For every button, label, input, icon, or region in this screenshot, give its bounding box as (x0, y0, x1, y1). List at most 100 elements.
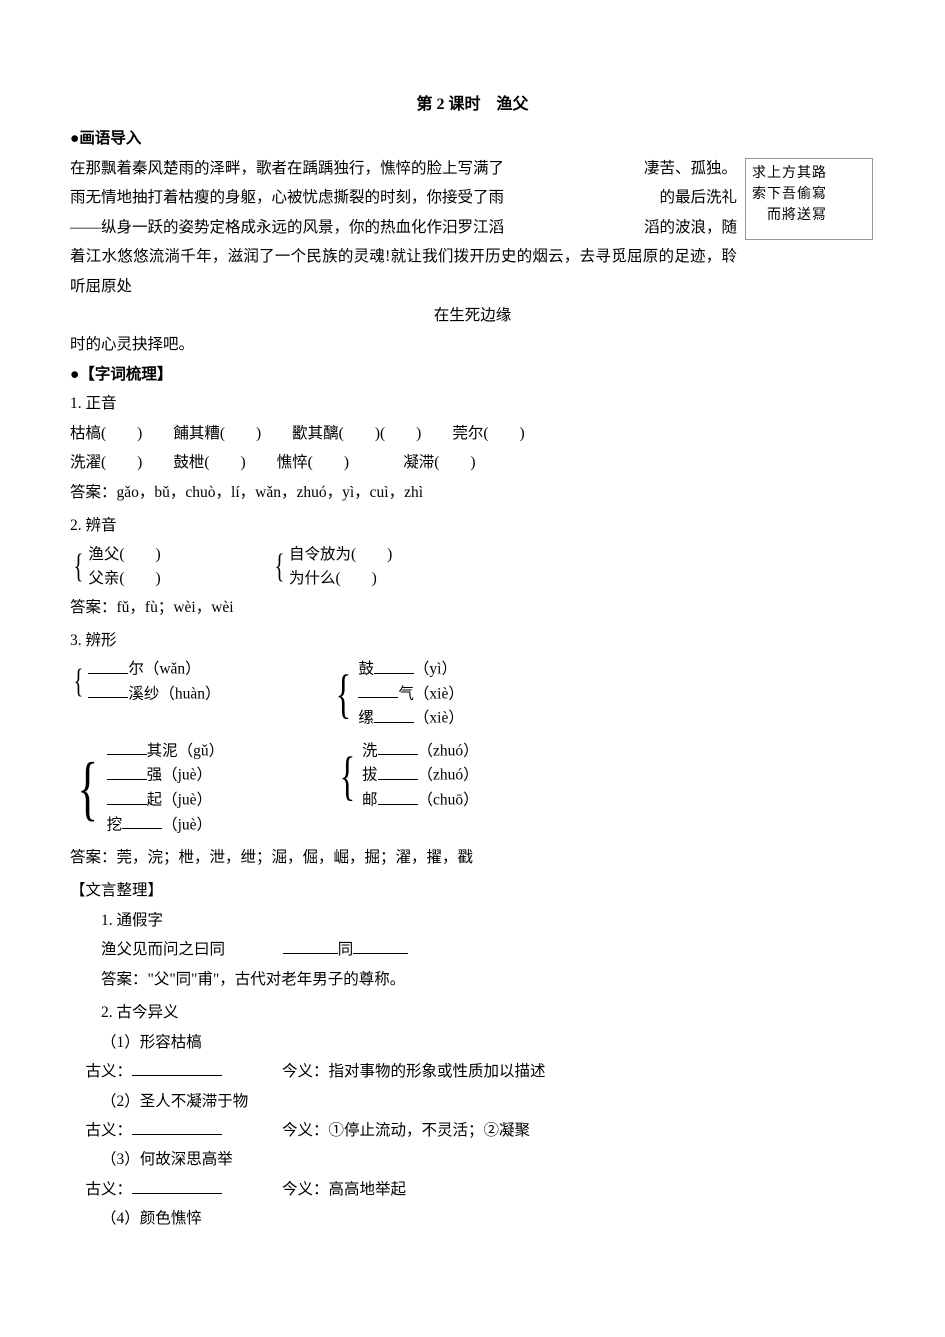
item-text: 同 (338, 941, 354, 958)
gujin-row: 古义： 今义：指对事物的形象或性质加以描述 (70, 1057, 875, 1086)
intro-heading: ●画语导入 (70, 124, 875, 153)
item-text: 强（juè） (147, 767, 212, 784)
intro-line: 在那飘着秦风楚雨的泽畔，歌者在踽踽独行，憔悴的脸上写满了 (70, 154, 504, 183)
zhengyin-heading: 1. 正音 (70, 389, 875, 418)
item-text: 渔父见而问之曰同 (101, 941, 225, 958)
fill-blank[interactable] (378, 739, 418, 756)
brace-icon: { (340, 739, 357, 813)
item-text: （zhuó） (418, 767, 479, 784)
fill-blank[interactable] (283, 938, 338, 955)
bianxing-item: 其泥（gǔ） (107, 739, 225, 764)
item-text: 起（juè） (147, 792, 212, 809)
item-text: （zhuó） (418, 742, 479, 759)
item-text: （juè） (162, 816, 212, 833)
ans-text: 莞，浣；枻，泄，绁；淈，倔，崛，掘；濯，擢，戳 (117, 849, 474, 866)
item-text: （chuō） (418, 792, 479, 809)
fill-blank[interactable] (122, 813, 162, 830)
fill-blank[interactable] (132, 1060, 222, 1077)
intro-line: 时的心灵抉择吧。 (70, 330, 875, 359)
tongjia-answer: 答案："父"同"甫"，古代对老年男子的尊称。 (70, 965, 875, 994)
bianxing-item: 鼓 （yì） (358, 657, 463, 682)
fill-blank[interactable] (353, 938, 408, 955)
jinyi-text: 今义：①停止流动，不灵活；②凝聚 (282, 1116, 530, 1145)
gujin-item: （3）何故深思高举 (70, 1145, 875, 1174)
bianxing-item: 气（xiè） (358, 682, 463, 707)
intro-line: 在生死边缘 (70, 301, 875, 330)
bianyin-answer: 答案：fǔ，fù；wèi，wèi (70, 593, 875, 622)
ziciliu-heading: ●【字词梳理】 (70, 360, 875, 389)
document-page: 第 2 课时 渔父 ●画语导入 求上方其路 索下吾偷寫 而將送冩 在那飘着秦风楚… (0, 0, 945, 1274)
fill-blank[interactable] (88, 682, 128, 699)
tongjia-heading: 1. 通假字 (70, 906, 875, 935)
bianxing-row1: { 尔（wǎn） 溪纱（huàn） { 鼓 （yì） 气（xiè） 缧（xiè） (70, 655, 875, 733)
bianxing-item: 挖 （juè） (107, 813, 225, 838)
jinyi-text: 今义：高高地举起 (282, 1175, 406, 1204)
bianxing-item: 缧（xiè） (358, 706, 463, 731)
fill-blank[interactable] (378, 788, 418, 805)
fill-blank[interactable] (107, 739, 147, 756)
ans-label: 答案： (70, 599, 117, 616)
fill-blank[interactable] (88, 657, 128, 674)
zhengyin-answer: 答案：gǎo，bǔ，chuò，lí，wǎn，zhuó，yì，cuì，zhì (70, 478, 875, 507)
guyi-label: 古义： (86, 1175, 133, 1204)
item: 莞尔( ) (452, 425, 524, 442)
intro-line: 凄苦、孤独。 (644, 154, 737, 183)
item-text: 尔（wǎn） (128, 661, 200, 678)
brace-icon: { (336, 657, 353, 731)
bianxing-heading: 3. 辨形 (70, 626, 875, 655)
item: 鼓枻( ) (173, 454, 245, 471)
item-text: 拔 (362, 767, 378, 784)
item-text: （yì） (414, 661, 457, 678)
item-text: 挖 (107, 816, 123, 833)
fill-blank[interactable] (107, 788, 147, 805)
item: 洗濯( ) (70, 454, 142, 471)
item-text: 其泥（gǔ） (147, 742, 225, 759)
item-text: 溪纱（huàn） (128, 685, 220, 702)
brace-icon: { (74, 657, 85, 706)
calligraphy-text: 求上方其路 索下吾偷寫 而將送冩 (752, 166, 827, 223)
intro-line: 雨无情地抽打着枯瘦的身躯，心被忧虑撕裂的时刻，你接受了雨 (70, 183, 504, 212)
jinyi-text: 今义：指对事物的形象或性质加以描述 (282, 1057, 546, 1086)
zhengyin-row: 洗濯( ) 鼓枻( ) 憔悴( ) 凝滞( ) (70, 448, 875, 477)
gujin-item: （1）形容枯槁 (70, 1028, 875, 1057)
bianxing-answer: 答案：莞，浣；枻，泄，绁；淈，倔，崛，掘；濯，擢，戳 (70, 843, 875, 872)
item: 憔悴( ) (277, 454, 349, 471)
brace-icon: { (74, 543, 85, 591)
ans-text: fǔ，fù；wèi，wèi (117, 599, 234, 616)
item-text: 气（xiè） (398, 685, 463, 702)
bianxing-item: 强（juè） (107, 763, 225, 788)
gujin-row: 古义： 今义：①停止流动，不灵活；②凝聚 (70, 1116, 875, 1145)
fill-blank[interactable] (374, 706, 414, 723)
bianxing-item: 溪纱（huàn） (88, 682, 220, 707)
brace-icon: { (274, 543, 285, 591)
intro-line: 着江水悠悠流淌千年，滋润了一个民族的灵魂!就让我们拨开历史的烟云，去寻觅屈原的足… (70, 242, 875, 301)
item: 餔其糟( ) (173, 425, 261, 442)
item-text: 鼓 (358, 661, 374, 678)
fill-blank[interactable] (132, 1177, 222, 1194)
wenyan-heading: 【文言整理】 (70, 876, 875, 905)
bianxing-item: 起（juè） (107, 788, 225, 813)
fill-blank[interactable] (374, 657, 414, 674)
gujin-item: （4）颜色憔悴 (70, 1204, 875, 1233)
bianyin-item: 为什么( ) (289, 567, 392, 591)
bianyin-item: 自令放为( ) (289, 543, 392, 567)
fill-blank[interactable] (378, 763, 418, 780)
item-text: 邮 (362, 792, 378, 809)
bianyin-item: 父亲( ) (88, 567, 160, 591)
fill-blank[interactable] (358, 682, 398, 699)
gujin-row: 古义： 今义：高高地举起 (70, 1175, 875, 1204)
fill-blank[interactable] (107, 763, 147, 780)
ans-text: gǎo，bǔ，chuò，lí，wǎn，zhuó，yì，cuì，zhì (117, 484, 424, 501)
bianxing-row2: { 其泥（gǔ） 强（juè） 起（juè） 挖（juè） { 洗（zhuó） … (70, 737, 875, 839)
brace-icon: { (77, 739, 99, 837)
zhengyin-row: 枯槁( ) 餔其糟( ) 歠其醨( )( ) 莞尔( ) (70, 419, 875, 448)
fill-blank[interactable] (132, 1118, 222, 1135)
item-text: （xiè） (414, 710, 464, 727)
bianyin-heading: 2. 辨音 (70, 511, 875, 540)
page-title: 第 2 课时 渔父 (70, 90, 875, 120)
guyi-label: 古义： (86, 1116, 133, 1145)
ans-label: 答案： (70, 484, 117, 501)
bianyin-groups: { 渔父( ) 父亲( ) { 自令放为( ) 为什么( ) (70, 541, 875, 593)
bianxing-item: 拔 （zhuó） (362, 763, 479, 788)
calligraphy-inset: 求上方其路 索下吾偷寫 而將送冩 (745, 158, 873, 240)
